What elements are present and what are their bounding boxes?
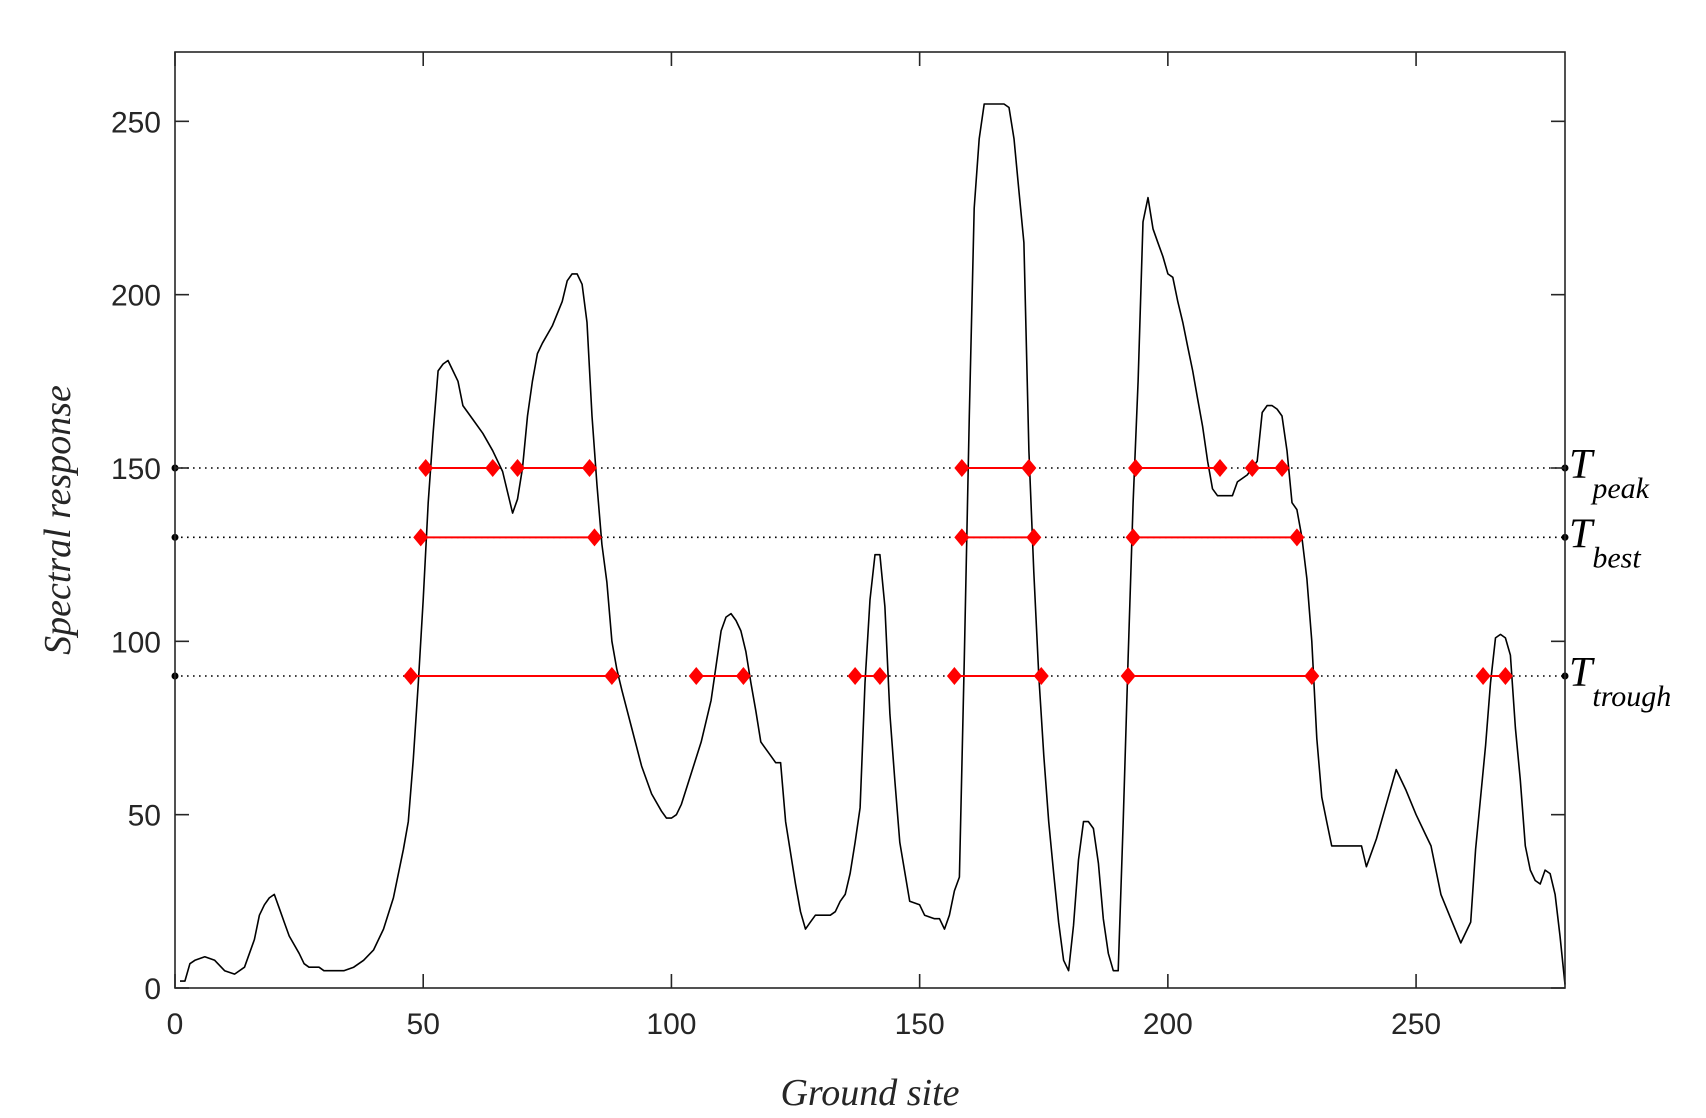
crossing-marker	[1120, 667, 1136, 685]
x-tick-label: 250	[1391, 1008, 1441, 1041]
y-tick-label: 250	[111, 106, 161, 139]
crossing-marker	[1289, 528, 1305, 547]
crossing-marker	[1212, 459, 1228, 477]
spectral-curve	[180, 103, 1566, 985]
crossing-marker	[954, 459, 970, 477]
x-axis-ticks: 0 50 100 150 200 250	[167, 52, 1441, 1041]
y-axis-title: Spectral response	[37, 385, 79, 655]
y-tick-label: 100	[111, 626, 161, 659]
threshold-label-best: Tbest	[1569, 511, 1641, 574]
y-tick-label: 150	[111, 453, 161, 486]
crossing-marker	[946, 667, 962, 685]
crossing-marker	[1274, 459, 1290, 477]
x-tick-label: 50	[407, 1008, 440, 1041]
crossing-marker	[1125, 528, 1141, 547]
crossing-marker	[1475, 667, 1491, 685]
y-tick-label: 0	[144, 973, 161, 1006]
crossing-marker	[735, 667, 751, 685]
crossing-markers	[403, 459, 1513, 685]
x-axis-title: Ground site	[780, 1072, 959, 1114]
y-axis-ticks: 0 50 100 150 200 250	[111, 106, 1565, 1006]
x-tick-label: 150	[895, 1008, 945, 1041]
crossing-marker	[485, 459, 501, 477]
x-tick-label: 0	[167, 1008, 184, 1041]
crossing-marker	[1026, 528, 1042, 547]
threshold-label-peak: Tpeak	[1569, 442, 1650, 505]
crossing-marker	[847, 667, 863, 685]
crossing-marker	[1304, 667, 1320, 685]
crossing-marker	[604, 667, 620, 685]
plot-frame	[174, 51, 1566, 989]
crossing-marker	[1128, 459, 1144, 477]
crossing-marker	[586, 528, 602, 547]
crossing-marker	[418, 459, 434, 477]
x-tick-label: 100	[646, 1008, 696, 1041]
crossing-marker	[1033, 667, 1049, 685]
crossing-marker	[1021, 459, 1037, 477]
y-tick-label: 200	[111, 280, 161, 313]
y-tick-label: 50	[128, 800, 161, 833]
crossing-marker	[403, 667, 419, 685]
threshold-label-trough: Ttrough	[1569, 650, 1671, 713]
x-tick-label: 200	[1143, 1008, 1193, 1041]
crossing-marker	[1497, 667, 1513, 685]
crossing-marker	[1244, 459, 1260, 477]
crossing-marker	[954, 528, 970, 547]
crossing-marker	[582, 459, 598, 477]
crossing-marker	[872, 667, 888, 685]
crossing-marker	[413, 528, 429, 547]
crossing-marker	[688, 667, 704, 685]
crossing-marker	[510, 459, 526, 477]
curve-layer	[180, 103, 1566, 985]
